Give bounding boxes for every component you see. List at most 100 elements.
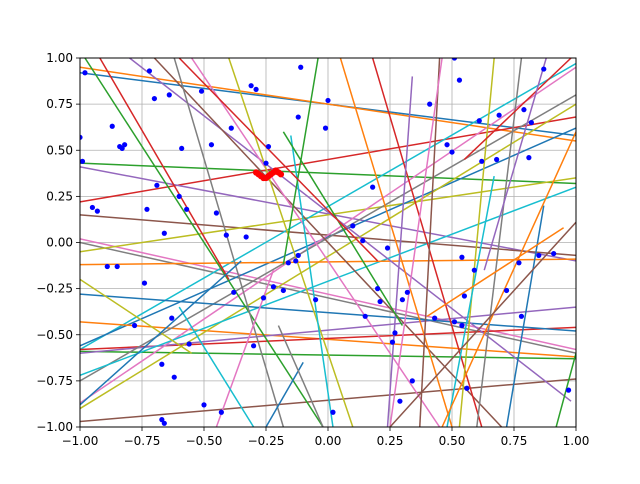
scatter-points: [80, 58, 572, 426]
series-lines: [80, 58, 576, 427]
data-point: [399, 297, 405, 303]
data-point: [375, 286, 381, 292]
series-line-33: [371, 58, 483, 427]
data-point: [503, 287, 510, 294]
data-point: [496, 112, 502, 118]
data-point: [330, 409, 336, 415]
x-tick-label: 0.75: [501, 434, 528, 448]
data-point: [565, 387, 572, 393]
data-point: [389, 339, 396, 345]
data-point: [253, 86, 259, 92]
series-line-53: [178, 58, 379, 262]
data-point: [293, 258, 299, 264]
series-line-25: [153, 58, 503, 427]
data-point: [322, 125, 329, 131]
data-point: [161, 230, 167, 236]
data-point: [295, 114, 301, 120]
data-point: [270, 284, 277, 290]
series-line-39: [446, 175, 495, 427]
series-line-29: [290, 135, 334, 427]
data-point: [218, 409, 224, 415]
x-tick-label: −0.50: [186, 434, 223, 448]
y-tick-label: 1.00: [46, 51, 73, 65]
data-point: [427, 101, 433, 107]
data-point: [370, 184, 376, 190]
data-point: [456, 77, 463, 83]
data-point: [166, 92, 172, 98]
data-point: [464, 385, 470, 391]
data-point: [451, 58, 458, 61]
data-point: [521, 107, 527, 113]
series-line-50: [80, 260, 242, 406]
data-point: [109, 123, 115, 129]
data-point: [260, 295, 267, 301]
y-tick-label: −1.00: [36, 420, 73, 434]
data-point: [114, 263, 120, 270]
data-point: [141, 280, 148, 286]
series-line-35: [419, 58, 441, 427]
x-tick-label: −0.75: [124, 434, 161, 448]
data-point: [171, 374, 177, 380]
data-point: [263, 160, 269, 166]
series-line-43: [463, 58, 572, 161]
series-line-11: [80, 321, 576, 358]
x-tick-label: 0.00: [315, 434, 342, 448]
data-point: [159, 361, 165, 367]
series-line-16: [80, 66, 576, 404]
x-tick-label: 0.25: [377, 434, 404, 448]
series-line-34: [386, 76, 414, 427]
data-point: [313, 297, 319, 303]
data-point: [449, 149, 455, 155]
series-line-19: [80, 186, 576, 377]
y-tick-label: 0.75: [46, 97, 73, 111]
data-point: [551, 250, 557, 257]
data-point: [295, 252, 301, 259]
data-point: [80, 158, 86, 164]
series-line-51: [426, 227, 565, 317]
data-point: [479, 158, 485, 164]
data-point: [325, 97, 331, 104]
series-line-8: [80, 177, 576, 253]
data-point: [526, 155, 532, 161]
series-line-44: [483, 58, 547, 271]
data-point: [432, 315, 438, 321]
data-point: [528, 119, 534, 126]
series-line-9: [80, 62, 576, 351]
series-line-1: [80, 66, 576, 142]
data-point: [444, 142, 450, 148]
series-line-36: [389, 58, 443, 427]
series-line-15: [80, 378, 576, 423]
x-tick-label: 1.00: [563, 434, 590, 448]
y-tick-label: −0.75: [36, 374, 73, 388]
series-line-23: [99, 58, 230, 280]
data-point: [251, 343, 257, 349]
data-point: [377, 298, 383, 305]
series-line-40: [505, 205, 545, 427]
data-point: [104, 263, 110, 270]
series-line-41: [441, 131, 576, 427]
y-axis-ticks: −1.00 −0.75 −0.50 −0.25 0.00 0.25 0.50 0.75 1.00: [36, 51, 80, 434]
series-line-27: [173, 58, 285, 427]
data-point: [360, 238, 366, 244]
data-point: [397, 398, 403, 404]
data-point: [228, 125, 234, 131]
data-point: [151, 95, 157, 102]
data-point: [176, 193, 182, 199]
data-point: [80, 134, 83, 140]
data-point: [409, 378, 415, 384]
data-point: [280, 287, 286, 294]
data-point: [494, 156, 500, 163]
data-point: [459, 254, 465, 260]
x-axis-ticks: −1.00 −0.75 −0.50 −0.25 0.00 0.25 0.50 0.75 1.00: [62, 427, 590, 448]
data-point: [459, 322, 465, 329]
data-point: [122, 142, 128, 148]
data-point: [298, 64, 304, 70]
series-line-22: [84, 58, 324, 427]
data-point: [94, 208, 100, 214]
series-line-49: [178, 306, 255, 427]
data-point: [471, 267, 477, 273]
data-point: [516, 260, 522, 266]
series-line-45: [389, 221, 576, 427]
x-tick-label: −0.25: [248, 434, 285, 448]
